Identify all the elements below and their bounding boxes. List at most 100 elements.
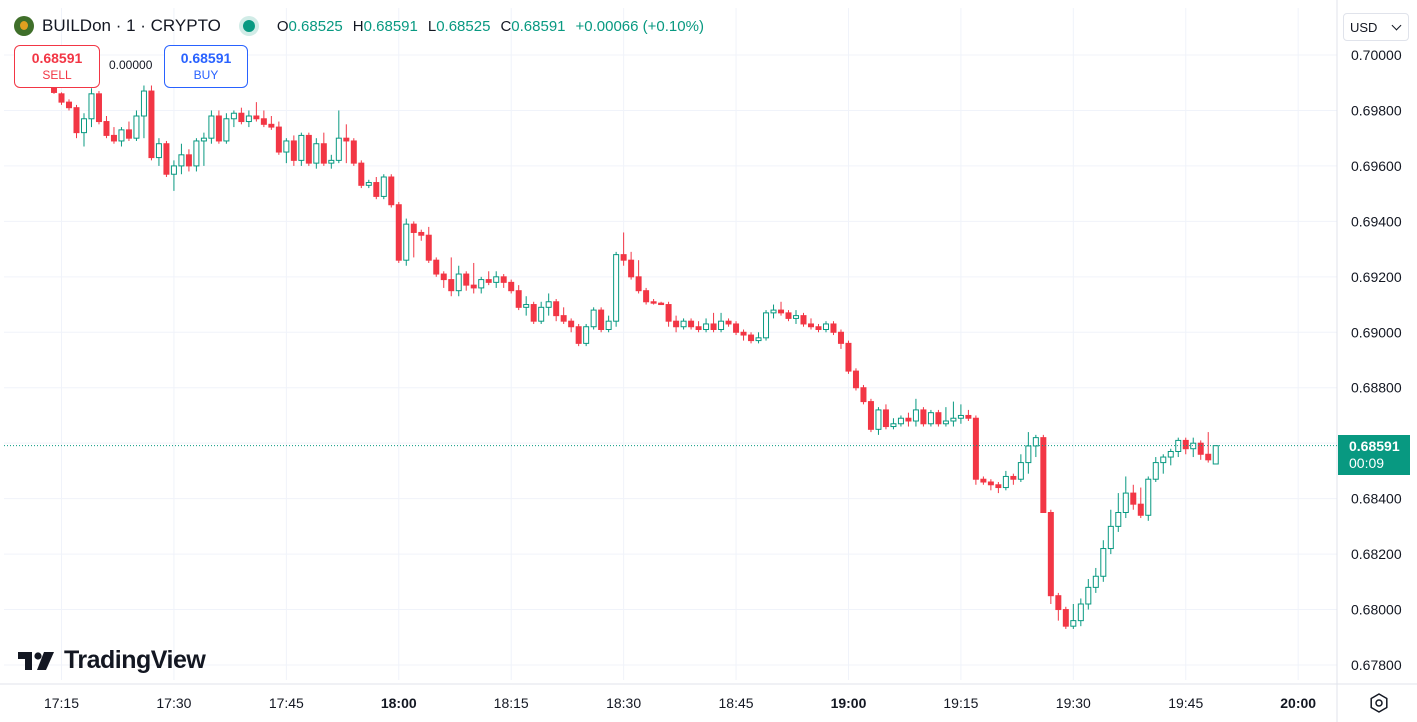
candle-up	[912, 409, 919, 422]
candle-up	[822, 323, 829, 331]
candle-down	[845, 342, 852, 372]
settings-icon[interactable]	[1368, 692, 1390, 714]
tradingview-logo[interactable]: TradingView	[18, 646, 206, 675]
y-tick-label: 0.70000	[1351, 47, 1402, 63]
candle-up	[1025, 445, 1032, 464]
x-tick-label: 19:00	[831, 695, 867, 711]
y-tick-label: 0.68400	[1351, 491, 1402, 507]
candle-down	[500, 276, 507, 283]
y-tick-label: 0.69200	[1351, 269, 1402, 285]
candle-down	[740, 331, 747, 336]
candle-up	[538, 306, 545, 322]
candle-down	[253, 115, 260, 120]
candle-down	[320, 143, 327, 164]
candle-down	[935, 412, 942, 425]
candle-up	[1190, 442, 1197, 450]
x-tick-label: 19:30	[1056, 695, 1091, 711]
candle-up	[1115, 512, 1122, 527]
y-tick-label: 0.69800	[1351, 102, 1402, 118]
candle-up	[703, 323, 710, 331]
candle-down	[560, 315, 567, 322]
candle-down	[395, 204, 402, 261]
candle-up	[680, 320, 687, 328]
ohlc-high-key: H	[352, 17, 364, 35]
candle-down	[58, 93, 65, 103]
candle-down	[965, 414, 972, 419]
last-price-value: 0.68591	[1349, 438, 1400, 454]
candle-down	[343, 137, 350, 142]
currency-value: USD	[1350, 19, 1378, 35]
candle-up	[523, 304, 530, 308]
candle-down	[350, 140, 357, 164]
y-tick-label: 0.68800	[1351, 380, 1402, 396]
candle-down	[440, 273, 447, 281]
candle-down	[995, 484, 1002, 489]
candle-up	[223, 118, 230, 142]
sell-label: SELL	[42, 68, 72, 82]
ohlc-legend: O0.68525 H0.68591 L0.68525 C0.68591 +0.0…	[277, 18, 704, 35]
candle-up	[957, 414, 964, 419]
candle-down	[598, 309, 605, 331]
candle-down	[658, 302, 665, 306]
candle-up	[208, 115, 215, 139]
candle-down	[51, 87, 58, 93]
candle-up	[1160, 456, 1167, 464]
candle-up	[1032, 437, 1039, 447]
x-tick-label: 17:45	[269, 695, 304, 711]
candle-up	[478, 279, 485, 289]
candle-down	[65, 101, 72, 109]
buy-button[interactable]: 0.68591 BUY	[164, 45, 248, 88]
candle-down	[463, 273, 470, 286]
candle-up	[365, 182, 372, 186]
candle-down	[665, 304, 672, 322]
candle-down	[830, 323, 837, 333]
sell-button[interactable]: 0.68591 SELL	[14, 45, 100, 88]
candle-down	[373, 182, 380, 197]
candle-up	[590, 309, 597, 328]
candle-down	[778, 309, 785, 314]
candle-down	[568, 320, 575, 328]
candle-up	[328, 159, 335, 164]
candle-down	[748, 334, 755, 342]
x-tick-label: 18:45	[719, 695, 754, 711]
candle-down	[920, 409, 927, 425]
candle-up	[118, 129, 125, 142]
candle-down	[553, 301, 560, 317]
candle-up	[178, 154, 185, 167]
candle-up	[890, 423, 897, 428]
candle-up	[335, 137, 342, 161]
candle-up	[1100, 548, 1107, 577]
candle-up	[1077, 603, 1084, 622]
candle-up	[170, 165, 177, 175]
x-tick-label: 18:30	[606, 695, 641, 711]
candle-up	[1070, 620, 1077, 627]
candle-up	[1145, 478, 1152, 516]
ohlc-high-value: 0.68591	[363, 17, 418, 35]
y-tick-label: 0.68000	[1351, 602, 1402, 618]
candle-up	[1085, 586, 1092, 605]
candle-down	[508, 281, 515, 292]
candle-up	[770, 309, 777, 314]
candle-down	[290, 140, 297, 161]
candle-up	[763, 312, 770, 339]
symbol-title[interactable]: BUILDon · 1 · CRYPTO	[42, 16, 221, 35]
candle-down	[1137, 503, 1144, 516]
candle-up	[1122, 492, 1129, 514]
candle-up	[403, 223, 410, 261]
candle-up	[313, 143, 320, 164]
ohlc-open-key: O	[276, 17, 289, 35]
currency-select[interactable]: USD	[1343, 13, 1409, 41]
y-tick-label: 0.69400	[1351, 213, 1402, 229]
candle-down	[470, 284, 477, 289]
candle-down	[733, 323, 740, 333]
chart-header: BUILDon · 1 · CRYPTO O0.68525 H0.68591 L…	[14, 14, 704, 38]
candle-up	[897, 417, 904, 425]
candle-down	[125, 129, 132, 139]
y-tick-label: 0.67800	[1351, 657, 1402, 673]
candle-down	[260, 118, 267, 125]
x-tick-label: 19:45	[1168, 695, 1203, 711]
candle-down	[905, 417, 912, 422]
last-price-label: 0.68591 00:09	[1338, 435, 1410, 475]
candle-down	[987, 481, 994, 486]
